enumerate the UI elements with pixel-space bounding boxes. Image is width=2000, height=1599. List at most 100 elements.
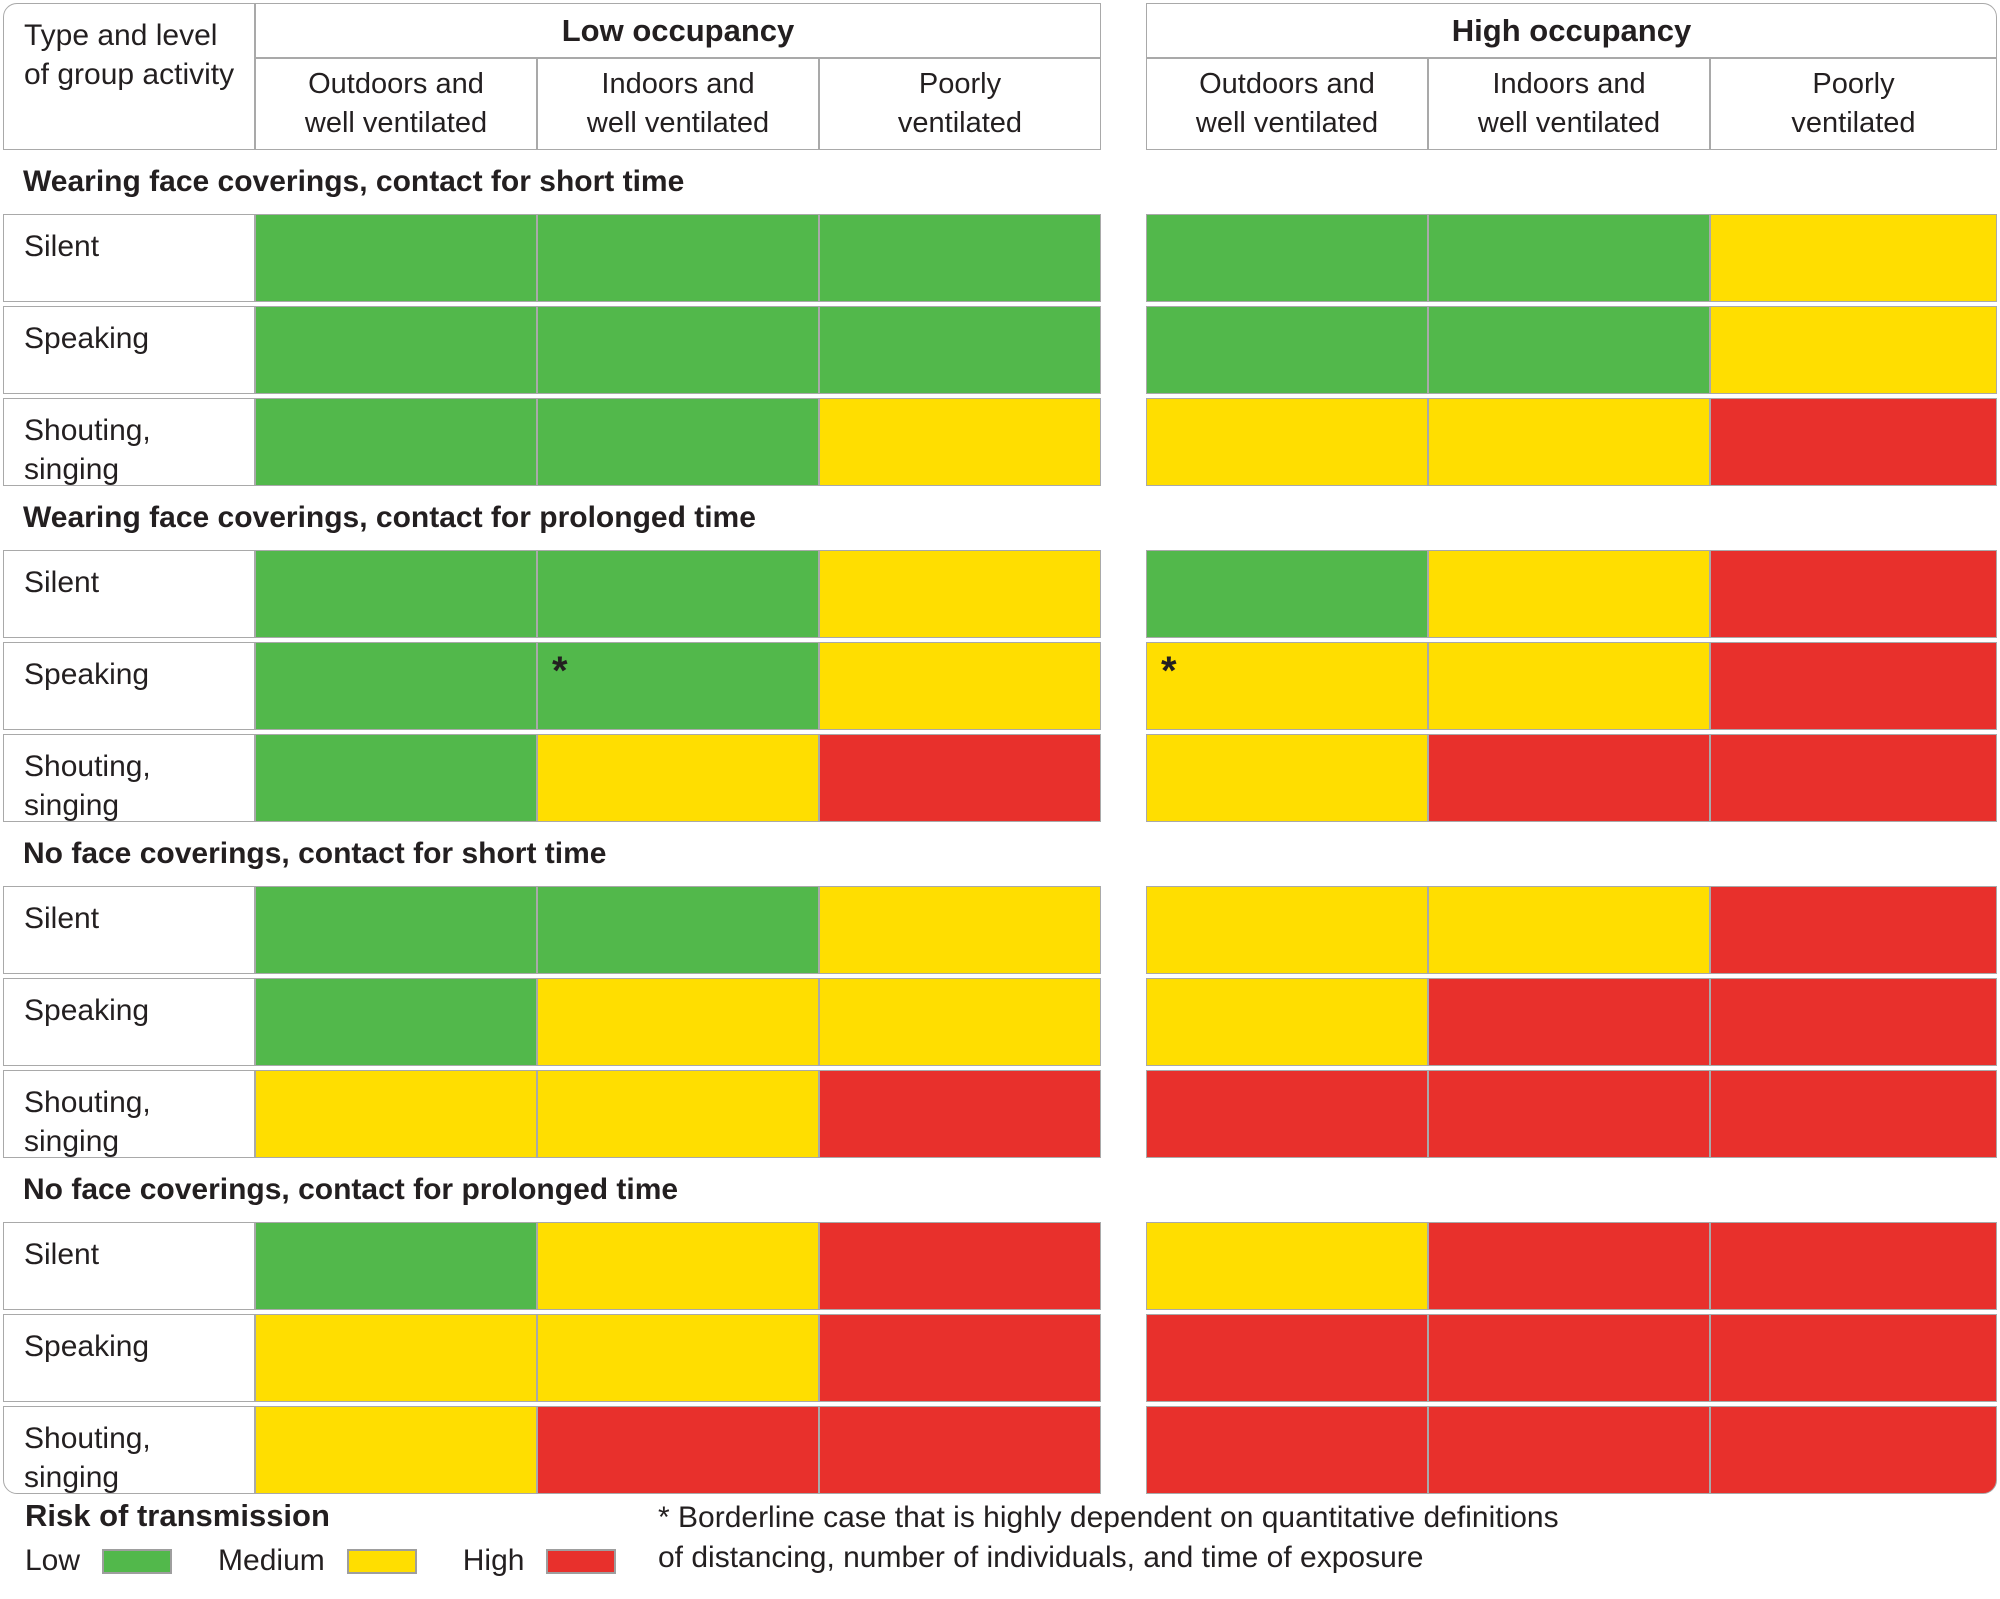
risk-cell-high-col1-high: [1146, 1314, 1428, 1402]
risk-cell-low-col1-low: [255, 214, 537, 302]
column-header-high-outdoors: Outdoors and well ventilated: [1146, 58, 1428, 150]
table-row: Silent: [3, 886, 1997, 974]
risk-cell-high-col2-high: [1428, 1070, 1710, 1158]
risk-cell-low-col1-low: [255, 1222, 537, 1310]
table-body: Wearing face coverings, contact for shor…: [3, 154, 1997, 1494]
risk-cell-high-col3-high: [1710, 734, 1997, 822]
risk-cell-low-col2-medium: [537, 1070, 819, 1158]
column-header-low-indoors: Indoors and well ventilated: [537, 58, 819, 150]
row-label: Shouting, singing: [3, 398, 255, 486]
risk-cell-high-col3-high: [1710, 398, 1997, 486]
risk-cell-high-col1-medium: *: [1146, 642, 1428, 730]
risk-cell-high-col2-low: [1428, 306, 1710, 394]
risk-cell-low-col3-medium: [819, 886, 1101, 974]
group-gap: [1101, 1406, 1146, 1494]
group-header-low: Low occupancy: [255, 3, 1101, 58]
risk-cell-high-col2-low: [1428, 214, 1710, 302]
risk-cell-high-col1-low: [1146, 306, 1428, 394]
figure-footer: Risk of transmission Low Medium High * B…: [3, 1498, 1997, 1583]
column-header-high-indoors: Indoors and well ventilated: [1428, 58, 1710, 150]
risk-cell-low-col1-medium: [255, 1070, 537, 1158]
legend-item-high: High: [463, 1544, 617, 1578]
group-gap: [1101, 1070, 1146, 1158]
row-label: Speaking: [3, 1314, 255, 1402]
risk-cell-low-col3-medium: [819, 550, 1101, 638]
table-row: Shouting, singing: [3, 1070, 1997, 1158]
risk-cell-low-col2-low: [537, 214, 819, 302]
risk-cell-low-col3-low: [819, 214, 1101, 302]
legend-label-low: Low: [25, 1544, 81, 1577]
table-row: Speaking: [3, 306, 1997, 394]
asterisk-marker: *: [1161, 649, 1177, 693]
risk-cell-low-col1-low: [255, 642, 537, 730]
risk-cell-high-col3-high: [1710, 1406, 1997, 1494]
risk-cell-high-col1-medium: [1146, 1222, 1428, 1310]
risk-cell-high-col3-medium: [1710, 214, 1997, 302]
risk-cell-low-col2-low: [537, 398, 819, 486]
table-row: Silent: [3, 1222, 1997, 1310]
risk-cell-high-col2-medium: [1428, 642, 1710, 730]
row-label: Shouting, singing: [3, 1406, 255, 1494]
section-title: No face coverings, contact for short tim…: [23, 837, 607, 870]
asterisk-marker: *: [552, 649, 568, 693]
legend-title: Risk of transmission: [25, 1498, 330, 1533]
risk-cell-low-col3-high: [819, 1406, 1101, 1494]
group-low-occupancy: Low occupancy Outdoors and well ventilat…: [255, 3, 1101, 150]
risk-cell-low-col3-high: [819, 1070, 1101, 1158]
risk-cell-high-col1-medium: [1146, 886, 1428, 974]
risk-cell-high-col3-high: [1710, 1070, 1997, 1158]
group-header-high: High occupancy: [1146, 3, 1997, 58]
row-label: Speaking: [3, 978, 255, 1066]
row-label: Speaking: [3, 306, 255, 394]
risk-cell-low-col2-medium: [537, 978, 819, 1066]
risk-cell-low-col2-medium: [537, 1222, 819, 1310]
group-gap: [1101, 886, 1146, 974]
risk-cell-low-col1-low: [255, 978, 537, 1066]
risk-cell-high-col1-high: [1146, 1406, 1428, 1494]
section-title: Wearing face coverings, contact for prol…: [23, 501, 756, 534]
footnote: * Borderline case that is highly depende…: [658, 1501, 1559, 1574]
risk-cell-low-col2-low: [537, 550, 819, 638]
table-row: Shouting, singing: [3, 398, 1997, 486]
risk-cell-high-col3-medium: [1710, 306, 1997, 394]
risk-cell-low-col3-high: [819, 1314, 1101, 1402]
risk-cell-high-col1-medium: [1146, 734, 1428, 822]
group-gap: [1101, 306, 1146, 394]
risk-cell-low-col1-low: [255, 398, 537, 486]
corner-header: Type and level of group activity: [3, 3, 255, 150]
risk-cell-high-col3-high: [1710, 1314, 1997, 1402]
legend-swatch-medium: [346, 1548, 417, 1574]
risk-cell-high-col3-high: [1710, 642, 1997, 730]
risk-cell-high-col1-low: [1146, 214, 1428, 302]
legend-label-high: High: [462, 1544, 525, 1577]
group-gap: [1101, 1314, 1146, 1402]
row-label: Silent: [3, 886, 255, 974]
risk-cell-high-col2-medium: [1428, 398, 1710, 486]
row-label: Shouting, singing: [3, 734, 255, 822]
risk-cell-low-col2-medium: [537, 734, 819, 822]
risk-cell-high-col1-medium: [1146, 398, 1428, 486]
legend-item-low: Low: [25, 1544, 173, 1578]
risk-cell-low-col1-medium: [255, 1314, 537, 1402]
risk-cell-low-col1-low: [255, 306, 537, 394]
risk-cell-high-col2-high: [1428, 1406, 1710, 1494]
group-gap: [1101, 398, 1146, 486]
group-gap: [1101, 3, 1146, 150]
table-row: Silent: [3, 550, 1997, 638]
risk-cell-high-col2-high: [1428, 734, 1710, 822]
risk-cell-high-col3-high: [1710, 886, 1997, 974]
risk-cell-low-col1-low: [255, 734, 537, 822]
risk-cell-low-col3-medium: [819, 398, 1101, 486]
table-row: Shouting, singing: [3, 734, 1997, 822]
subheaders-low: Outdoors and well ventilated Indoors and…: [255, 58, 1101, 150]
risk-cell-high-col3-high: [1710, 978, 1997, 1066]
risk-cell-low-col2-low: [537, 306, 819, 394]
row-label: Silent: [3, 1222, 255, 1310]
risk-cell-high-col2-high: [1428, 1222, 1710, 1310]
column-header-high-poorly: Poorly ventilated: [1710, 58, 1997, 150]
risk-cell-low-col3-medium: [819, 642, 1101, 730]
group-gap: [1101, 642, 1146, 730]
legend-label-medium: Medium: [218, 1544, 325, 1577]
risk-cell-high-col2-high: [1428, 1314, 1710, 1402]
